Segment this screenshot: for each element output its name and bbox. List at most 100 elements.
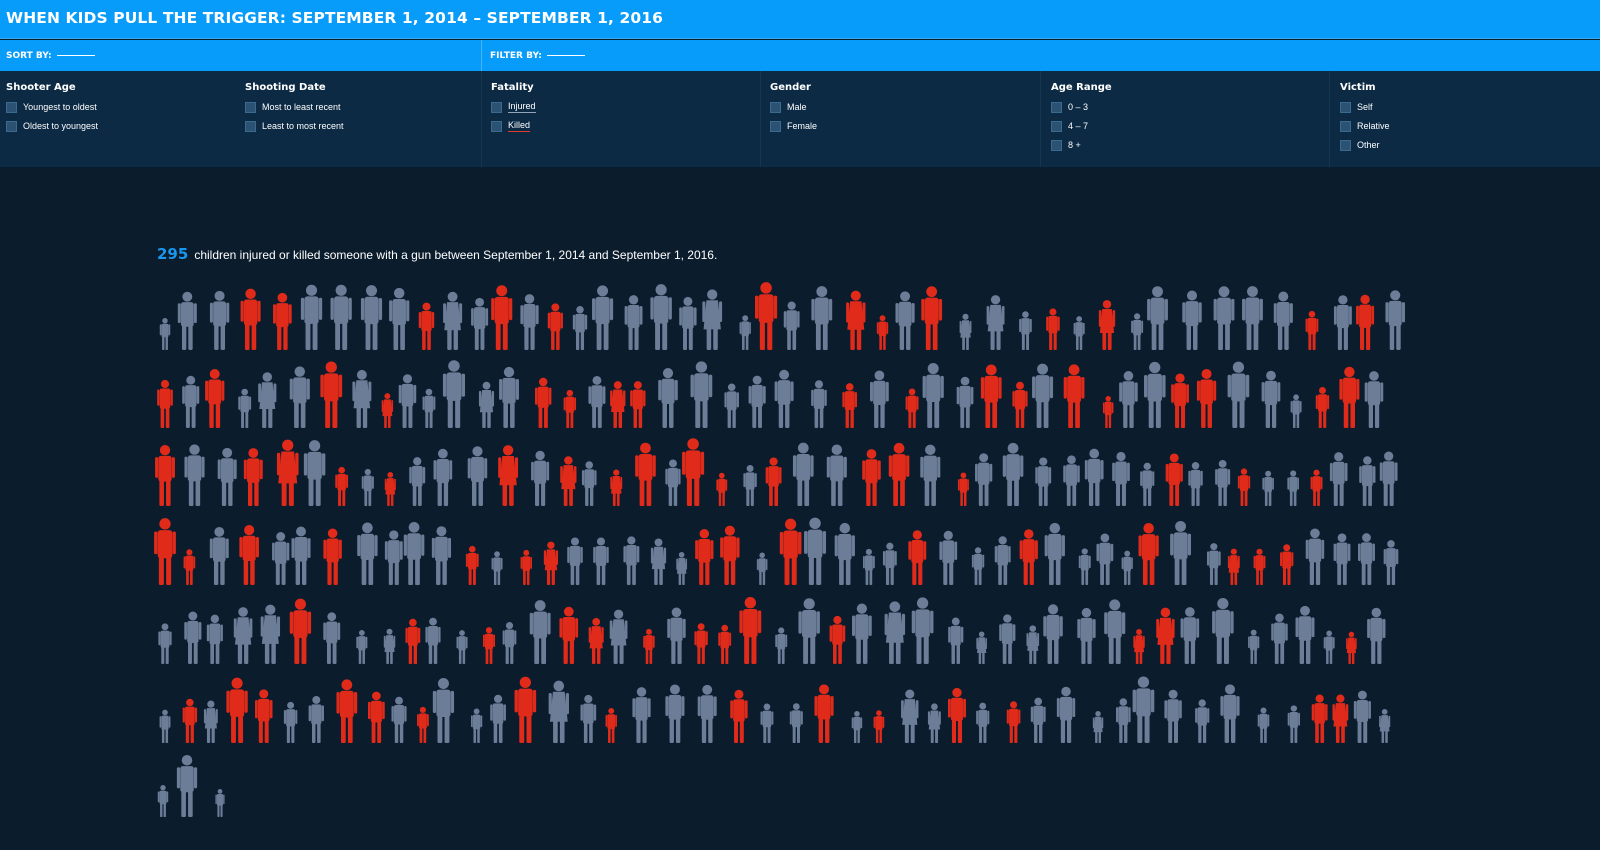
- child-figure[interactable]: [176, 755, 198, 817]
- checkbox[interactable]: [770, 120, 781, 132]
- child-figure[interactable]: [676, 551, 688, 585]
- child-figure[interactable]: [442, 360, 466, 428]
- child-figure[interactable]: [432, 677, 455, 743]
- child-figure[interactable]: [774, 369, 794, 428]
- child-figure[interactable]: [384, 530, 403, 585]
- child-figure[interactable]: [1227, 361, 1250, 428]
- child-figure[interactable]: [323, 612, 341, 664]
- child-figure[interactable]: [491, 551, 503, 585]
- child-figure[interactable]: [1188, 461, 1203, 506]
- child-figure[interactable]: [215, 789, 225, 817]
- child-figure[interactable]: [1102, 395, 1114, 428]
- child-figure[interactable]: [1112, 451, 1130, 506]
- child-figure[interactable]: [273, 292, 292, 350]
- child-figure[interactable]: [811, 286, 833, 350]
- child-figure[interactable]: [888, 442, 910, 506]
- child-figure[interactable]: [356, 630, 368, 664]
- child-figure[interactable]: [233, 607, 253, 664]
- child-figure[interactable]: [184, 444, 205, 506]
- child-figure[interactable]: [159, 317, 171, 350]
- child-figure[interactable]: [1385, 290, 1405, 350]
- child-figure[interactable]: [829, 615, 846, 664]
- child-figure[interactable]: [948, 617, 964, 664]
- child-figure[interactable]: [1104, 599, 1126, 664]
- child-figure[interactable]: [417, 706, 429, 743]
- child-figure[interactable]: [1164, 689, 1182, 743]
- child-figure[interactable]: [1295, 605, 1315, 664]
- child-figure[interactable]: [658, 368, 678, 428]
- child-figure[interactable]: [320, 361, 343, 428]
- child-figure[interactable]: [498, 445, 519, 506]
- child-figure[interactable]: [559, 606, 579, 664]
- child-figure[interactable]: [209, 526, 229, 585]
- child-figure[interactable]: [610, 469, 623, 506]
- child-figure[interactable]: [1030, 697, 1046, 743]
- child-figure[interactable]: [1002, 442, 1024, 506]
- child-figure[interactable]: [239, 525, 259, 585]
- child-figure[interactable]: [624, 295, 643, 350]
- child-figure[interactable]: [665, 684, 685, 743]
- child-figure[interactable]: [159, 709, 171, 743]
- child-figure[interactable]: [1273, 291, 1293, 350]
- child-figure[interactable]: [1195, 699, 1210, 743]
- child-figure[interactable]: [690, 361, 713, 428]
- child-figure[interactable]: [431, 526, 452, 585]
- child-figure[interactable]: [1196, 368, 1217, 428]
- child-figure[interactable]: [471, 297, 489, 350]
- child-figure[interactable]: [623, 536, 640, 585]
- child-figure[interactable]: [581, 461, 597, 506]
- child-figure[interactable]: [398, 374, 417, 428]
- child-figure[interactable]: [1043, 604, 1063, 664]
- checkbox[interactable]: [1051, 120, 1062, 132]
- child-figure[interactable]: [1206, 543, 1221, 585]
- child-figure[interactable]: [409, 457, 426, 506]
- child-figure[interactable]: [580, 694, 597, 743]
- child-figure[interactable]: [870, 370, 889, 428]
- child-figure[interactable]: [1305, 528, 1325, 585]
- child-figure[interactable]: [1339, 366, 1360, 428]
- child-figure[interactable]: [1215, 459, 1231, 506]
- child-figure[interactable]: [1098, 300, 1116, 350]
- child-figure[interactable]: [754, 282, 778, 350]
- child-figure[interactable]: [939, 530, 958, 585]
- child-figure[interactable]: [873, 710, 885, 743]
- child-figure[interactable]: [283, 701, 298, 743]
- child-figure[interactable]: [739, 597, 762, 664]
- child-figure[interactable]: [610, 381, 626, 428]
- child-figure[interactable]: [490, 694, 506, 743]
- child-figure[interactable]: [605, 707, 617, 743]
- child-figure[interactable]: [1116, 698, 1131, 743]
- child-figure[interactable]: [814, 684, 834, 743]
- child-figure[interactable]: [1310, 469, 1323, 506]
- child-figure[interactable]: [1132, 676, 1155, 743]
- child-figure[interactable]: [1019, 529, 1038, 585]
- child-figure[interactable]: [206, 614, 223, 664]
- child-figure[interactable]: [335, 466, 349, 506]
- child-figure[interactable]: [405, 618, 421, 664]
- child-figure[interactable]: [635, 442, 656, 506]
- child-figure[interactable]: [739, 315, 751, 350]
- child-figure[interactable]: [157, 379, 173, 428]
- child-figure[interactable]: [238, 388, 252, 428]
- child-figure[interactable]: [743, 465, 757, 506]
- child-figure[interactable]: [1212, 597, 1234, 664]
- child-figure[interactable]: [593, 537, 609, 585]
- child-figure[interactable]: [1356, 294, 1375, 350]
- child-figure[interactable]: [1165, 453, 1183, 506]
- child-figure[interactable]: [851, 710, 863, 743]
- child-figure[interactable]: [789, 703, 803, 743]
- child-figure[interactable]: [155, 445, 175, 506]
- option-other[interactable]: Other: [1340, 139, 1380, 151]
- child-figure[interactable]: [1063, 364, 1085, 428]
- child-figure[interactable]: [308, 695, 324, 743]
- child-figure[interactable]: [748, 375, 766, 428]
- child-figure[interactable]: [1280, 544, 1294, 585]
- child-figure[interactable]: [1220, 684, 1240, 743]
- child-figure[interactable]: [258, 372, 277, 428]
- child-figure[interactable]: [792, 442, 814, 506]
- child-figure[interactable]: [775, 627, 788, 664]
- child-figure[interactable]: [718, 624, 732, 664]
- child-figure[interactable]: [184, 611, 202, 664]
- child-figure[interactable]: [760, 703, 774, 743]
- child-figure[interactable]: [391, 696, 407, 743]
